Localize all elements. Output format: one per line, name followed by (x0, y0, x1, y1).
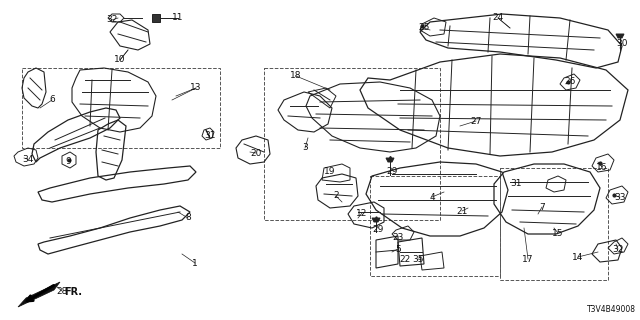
Text: 18: 18 (291, 71, 301, 81)
Polygon shape (18, 282, 60, 307)
Polygon shape (386, 158, 394, 162)
Text: 31: 31 (510, 179, 522, 188)
Text: 23: 23 (392, 233, 404, 242)
Text: 15: 15 (552, 228, 564, 237)
Text: 35: 35 (412, 254, 424, 263)
Text: 11: 11 (172, 13, 184, 22)
Text: 29: 29 (372, 225, 384, 234)
Text: 9: 9 (65, 157, 71, 166)
Text: 33: 33 (614, 193, 626, 202)
Text: 34: 34 (22, 155, 34, 164)
Text: 32: 32 (106, 15, 118, 25)
Text: 3: 3 (302, 143, 308, 153)
Text: 2: 2 (333, 191, 339, 201)
Text: 14: 14 (572, 252, 584, 261)
Text: 30: 30 (616, 38, 628, 47)
Text: 17: 17 (522, 254, 534, 263)
Text: T3V4B49008: T3V4B49008 (587, 305, 636, 314)
Text: 25: 25 (419, 23, 429, 33)
Text: 28: 28 (56, 286, 68, 295)
Bar (22, 68, 220, 148)
Text: 27: 27 (470, 116, 482, 125)
Text: 16: 16 (596, 163, 608, 172)
Text: 19: 19 (324, 167, 336, 177)
Text: 29: 29 (387, 167, 397, 177)
Text: 1: 1 (192, 259, 198, 268)
Text: 32: 32 (612, 244, 624, 253)
Text: 10: 10 (115, 55, 125, 65)
Bar (500, 168, 608, 280)
Text: 6: 6 (49, 95, 55, 105)
Polygon shape (152, 14, 160, 22)
Text: 22: 22 (399, 254, 411, 263)
Bar (264, 68, 440, 220)
Text: 4: 4 (429, 193, 435, 202)
Text: 26: 26 (564, 77, 576, 86)
Text: 24: 24 (492, 13, 504, 22)
Text: 8: 8 (185, 213, 191, 222)
Text: 13: 13 (190, 84, 202, 92)
Text: 21: 21 (456, 206, 468, 215)
Text: FR.: FR. (64, 287, 82, 297)
Text: 20: 20 (250, 148, 262, 157)
Polygon shape (616, 34, 624, 38)
Text: 12: 12 (356, 209, 368, 218)
Text: 7: 7 (539, 203, 545, 212)
Text: 31: 31 (204, 131, 216, 140)
Bar (370, 176, 500, 276)
Text: 5: 5 (395, 244, 401, 253)
Polygon shape (372, 218, 380, 222)
